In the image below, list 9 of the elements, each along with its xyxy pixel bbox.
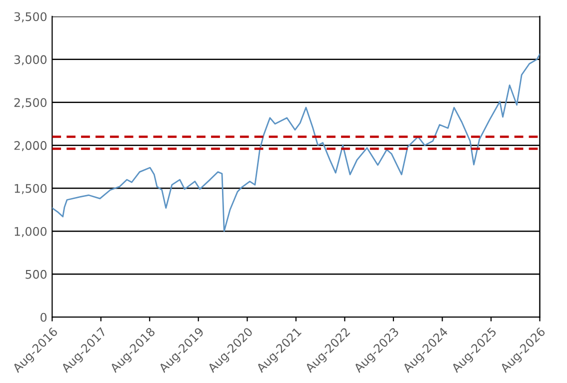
y-tick-label: 2,000 [14,141,47,152]
y-tick-label: 500 [26,270,47,279]
y-tick-label: 1,000 [14,226,47,238]
y-tick-label: 1,500 [14,184,47,194]
y-tick-label: 3,500 [14,12,47,22]
line-series [52,54,540,232]
y-tick-label: 3,000 [14,55,47,66]
y-tick-label: 0 [40,312,47,322]
y-tick-label: 2,500 [14,98,47,108]
